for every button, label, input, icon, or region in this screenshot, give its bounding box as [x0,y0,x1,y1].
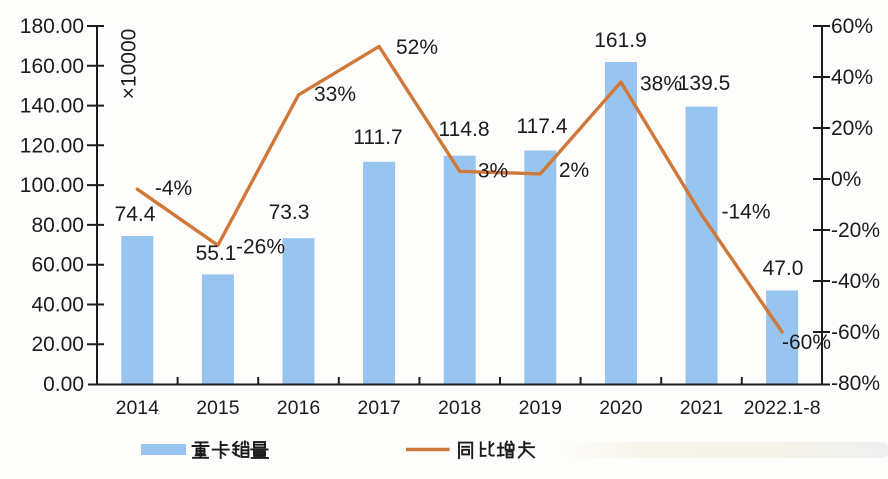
svg-text:40%: 40% [831,66,873,89]
svg-text:2017: 2017 [357,397,400,419]
svg-text:-26%: -26% [236,236,285,259]
svg-text:55.1: 55.1 [196,242,237,265]
svg-text:114.8: 114.8 [439,118,490,141]
svg-text:-20%: -20% [831,219,880,242]
svg-text:20%: 20% [831,117,873,140]
svg-text:140.00: 140.00 [20,95,84,118]
svg-text:33%: 33% [314,83,356,106]
svg-text:-80%: -80% [831,372,880,395]
svg-text:2015: 2015 [196,397,240,419]
svg-text:0%: 0% [831,168,861,191]
svg-text:×10000: ×10000 [118,29,141,100]
svg-text:73.3: 73.3 [269,201,310,224]
svg-text:2014: 2014 [116,397,160,419]
svg-text:2018: 2018 [438,397,481,419]
svg-text:-40%: -40% [831,270,880,293]
svg-text:139.5: 139.5 [678,72,731,95]
svg-text:-60%: -60% [831,321,880,344]
svg-text:117.4: 117.4 [517,115,568,138]
svg-text:60%: 60% [831,15,873,38]
svg-text:0.00: 0.00 [43,373,84,396]
svg-text:160.00: 160.00 [20,55,84,78]
svg-text:80.00: 80.00 [31,214,84,237]
svg-text:52%: 52% [396,36,438,59]
svg-text:111.7: 111.7 [353,126,402,149]
svg-text:100.00: 100.00 [20,174,84,197]
svg-text:2019: 2019 [519,397,562,419]
svg-text:74.4: 74.4 [115,203,156,226]
svg-text:40.00: 40.00 [31,294,84,317]
svg-text:60.00: 60.00 [31,254,84,277]
svg-text:2020: 2020 [599,397,643,419]
svg-text:180.00: 180.00 [20,15,84,38]
svg-text:47.0: 47.0 [763,257,804,280]
svg-text:2016: 2016 [277,397,320,419]
svg-text:120.00: 120.00 [20,134,84,157]
svg-text:3%: 3% [478,160,508,183]
svg-text:-4%: -4% [155,177,192,200]
svg-text:20.00: 20.00 [31,333,84,356]
svg-text:-14%: -14% [721,201,770,224]
svg-text:2021: 2021 [680,397,723,419]
svg-text:161.9: 161.9 [594,29,647,52]
svg-text:-60%: -60% [782,331,831,354]
svg-text:2%: 2% [559,159,589,182]
svg-text:38%: 38% [640,73,682,96]
svg-text:2022.1-8: 2022.1-8 [744,397,821,419]
